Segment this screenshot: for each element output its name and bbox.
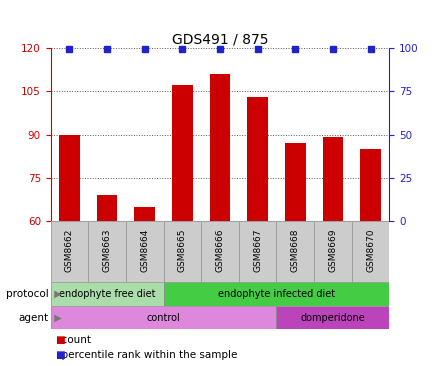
Text: ▶: ▶ [48, 289, 62, 299]
Bar [323, 137, 343, 221]
Bar [285, 143, 306, 221]
Bar [201, 221, 239, 282]
Text: GSM8670: GSM8670 [366, 229, 375, 272]
Bar [209, 74, 231, 221]
Bar [314, 221, 352, 282]
Bar [97, 195, 117, 221]
Text: endophyte infected diet: endophyte infected diet [218, 289, 335, 299]
Bar [164, 221, 201, 282]
Text: control: control [147, 313, 180, 322]
Bar [51, 306, 276, 329]
Bar [276, 306, 389, 329]
Text: agent: agent [18, 313, 48, 322]
Text: GSM8667: GSM8667 [253, 229, 262, 272]
Bar [134, 207, 155, 221]
Bar [239, 221, 276, 282]
Bar [126, 221, 164, 282]
Bar [352, 221, 389, 282]
Bar [51, 282, 164, 306]
Bar [276, 221, 314, 282]
Text: GSM8669: GSM8669 [328, 229, 337, 272]
Text: count: count [55, 335, 91, 346]
Text: domperidone: domperidone [301, 313, 365, 322]
Text: GSM8668: GSM8668 [291, 229, 300, 272]
Text: ▶: ▶ [48, 313, 62, 322]
Bar [88, 221, 126, 282]
Bar [51, 221, 88, 282]
Bar [247, 97, 268, 221]
Text: protocol: protocol [6, 289, 48, 299]
Text: GSM8666: GSM8666 [216, 229, 224, 272]
Text: GSM8664: GSM8664 [140, 229, 149, 272]
Text: ■: ■ [55, 350, 65, 360]
Text: GSM8665: GSM8665 [178, 229, 187, 272]
Bar [164, 282, 389, 306]
Text: endophyte free diet: endophyte free diet [59, 289, 155, 299]
Bar [360, 149, 381, 221]
Text: GSM8663: GSM8663 [103, 229, 112, 272]
Bar [172, 85, 193, 221]
Text: ■: ■ [55, 335, 65, 346]
Text: percentile rank within the sample: percentile rank within the sample [55, 350, 237, 360]
Bar [59, 134, 80, 221]
Title: GDS491 / 875: GDS491 / 875 [172, 33, 268, 46]
Text: GSM8662: GSM8662 [65, 229, 74, 272]
